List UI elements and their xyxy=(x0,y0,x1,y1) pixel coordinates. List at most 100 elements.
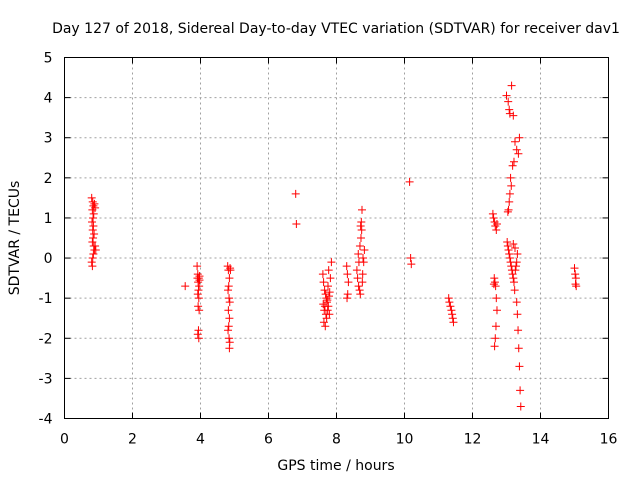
data-point xyxy=(88,197,97,206)
data-point xyxy=(511,266,520,275)
data-point xyxy=(89,209,98,218)
data-point xyxy=(225,334,234,343)
data-point xyxy=(489,280,498,289)
data-point xyxy=(319,278,328,287)
data-point xyxy=(320,286,329,295)
data-point xyxy=(358,270,367,279)
y-tick-label: -4 xyxy=(39,412,53,428)
data-point xyxy=(359,258,368,267)
data-point xyxy=(226,264,235,273)
data-point xyxy=(489,213,498,222)
data-point xyxy=(514,344,523,353)
data-point xyxy=(492,225,501,234)
data-point xyxy=(491,334,500,343)
data-point xyxy=(194,294,203,303)
data-point xyxy=(504,97,513,106)
data-point xyxy=(89,234,98,242)
data-point xyxy=(325,292,334,301)
data-point xyxy=(512,298,521,307)
x-axis-title: GPS time / hours xyxy=(277,458,394,474)
data-point xyxy=(91,246,100,255)
data-point xyxy=(291,189,300,198)
data-point xyxy=(91,203,100,212)
data-point xyxy=(446,302,455,311)
data-point xyxy=(194,278,203,287)
data-point xyxy=(325,310,334,319)
x-tick-label: 10 xyxy=(396,432,414,448)
data-point xyxy=(505,189,514,198)
data-point xyxy=(571,270,580,279)
y-tick-label: 1 xyxy=(44,211,53,227)
data-point xyxy=(89,221,98,230)
data-point xyxy=(505,109,514,118)
data-point xyxy=(514,326,523,335)
x-tick-label: 6 xyxy=(264,432,273,448)
data-point xyxy=(509,240,518,249)
data-point xyxy=(504,246,513,255)
data-point xyxy=(319,318,328,327)
data-point xyxy=(354,250,363,259)
data-point xyxy=(515,362,524,371)
data-point xyxy=(344,278,353,287)
data-point xyxy=(516,402,525,411)
data-point xyxy=(360,246,369,255)
x-tick-label: 0 xyxy=(60,432,69,448)
data-point xyxy=(405,177,414,186)
data-point xyxy=(356,234,365,242)
data-point xyxy=(193,290,202,299)
data-point xyxy=(225,314,234,323)
data-point xyxy=(323,296,332,305)
data-point xyxy=(193,274,202,283)
data-point xyxy=(324,282,332,291)
data-point xyxy=(507,181,516,190)
data-point xyxy=(514,149,523,158)
data-point xyxy=(356,290,365,299)
data-point xyxy=(327,258,336,267)
data-point xyxy=(321,290,330,299)
data-point xyxy=(491,221,500,230)
data-point xyxy=(353,274,362,283)
data-point xyxy=(194,334,203,343)
data-point xyxy=(88,254,97,263)
data-point xyxy=(325,288,334,297)
data-point xyxy=(512,262,521,271)
data-point xyxy=(357,217,366,226)
data-point xyxy=(193,262,202,271)
data-point xyxy=(490,278,499,287)
data-point xyxy=(506,173,515,182)
data-point xyxy=(358,205,366,214)
y-axis-title: SDTVAR / TECUs xyxy=(7,181,23,296)
data-point xyxy=(407,260,416,269)
x-tick-labels: 0 2 4 6 8 10 12 14 16 xyxy=(60,432,617,448)
x-tick-label: 2 xyxy=(128,432,137,448)
data-point xyxy=(224,326,233,335)
data-point xyxy=(570,264,579,273)
data-point xyxy=(355,242,364,251)
data-point xyxy=(354,282,363,291)
data-point xyxy=(572,282,581,291)
data-point xyxy=(195,282,204,291)
data-point xyxy=(224,286,233,295)
grid-lines xyxy=(64,57,609,419)
data-point xyxy=(504,205,513,214)
data-point xyxy=(88,225,97,234)
data-point xyxy=(89,213,98,222)
data-point xyxy=(343,290,352,299)
data-point xyxy=(488,209,497,218)
data-point xyxy=(89,201,98,210)
data-point xyxy=(224,282,233,291)
chart-title: Day 127 of 2018, Sidereal Day-to-day VTE… xyxy=(52,21,620,37)
data-point xyxy=(491,282,500,291)
data-point xyxy=(195,272,204,281)
data-point xyxy=(88,238,97,247)
x-tick-label: 14 xyxy=(532,432,550,448)
data-point xyxy=(358,278,367,287)
data-point xyxy=(88,262,97,271)
data-point xyxy=(445,298,454,307)
data-point xyxy=(509,274,518,283)
y-tick-label: 3 xyxy=(44,131,53,147)
y-tick-label: -2 xyxy=(39,331,53,347)
data-point xyxy=(193,330,202,339)
data-point xyxy=(515,133,524,142)
